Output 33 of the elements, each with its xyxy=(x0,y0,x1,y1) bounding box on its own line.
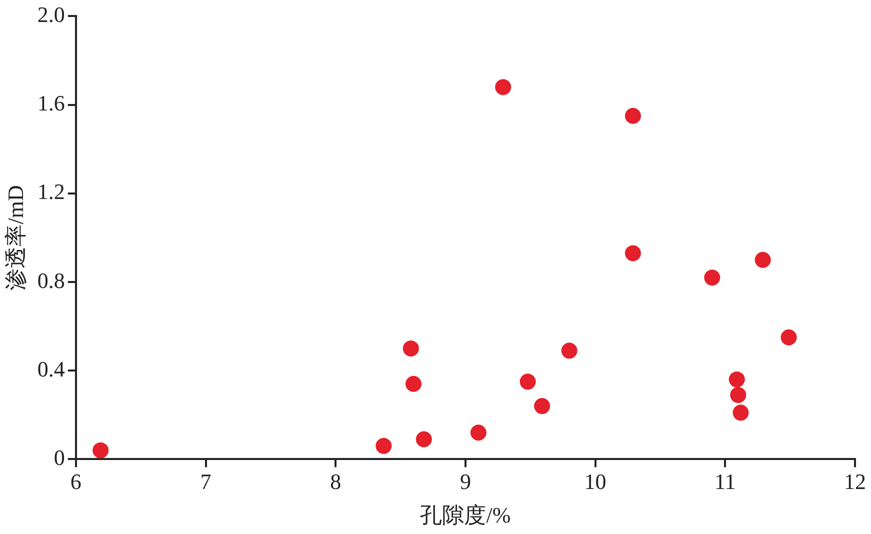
y-tick-label: 0.8 xyxy=(37,268,65,293)
y-tick-label: 1.6 xyxy=(37,90,65,116)
point xyxy=(406,376,422,392)
point xyxy=(92,442,109,458)
point xyxy=(561,342,578,359)
point xyxy=(624,108,641,124)
point xyxy=(520,374,536,390)
point xyxy=(754,252,771,268)
point xyxy=(534,398,550,414)
x-tick-label: 9 xyxy=(460,469,471,494)
x-tick-label: 6 xyxy=(70,469,82,494)
point xyxy=(732,404,749,421)
x-tick-label: 11 xyxy=(714,469,736,494)
point xyxy=(402,340,419,356)
x-tick-label: 8 xyxy=(330,469,342,494)
y-tick-label: 0.4 xyxy=(37,356,65,382)
point xyxy=(495,79,512,96)
point xyxy=(624,245,641,262)
y-tick-label: 1.2 xyxy=(37,179,65,204)
x-tick-label: 7 xyxy=(200,469,212,494)
point xyxy=(728,371,745,388)
x-axis-title: 孔隙度/% xyxy=(420,502,511,528)
x-tick-label: 12 xyxy=(844,469,866,494)
point xyxy=(780,329,797,346)
y-tick-label: 2.0 xyxy=(37,2,65,27)
x-tick-label: 10 xyxy=(584,469,606,494)
point xyxy=(376,438,392,454)
y-axis-title: 渗透率/mD xyxy=(2,185,28,290)
point xyxy=(730,386,746,403)
point xyxy=(704,270,720,286)
point xyxy=(416,431,432,448)
point xyxy=(470,424,486,441)
y-tick-label: 0 xyxy=(54,444,65,470)
